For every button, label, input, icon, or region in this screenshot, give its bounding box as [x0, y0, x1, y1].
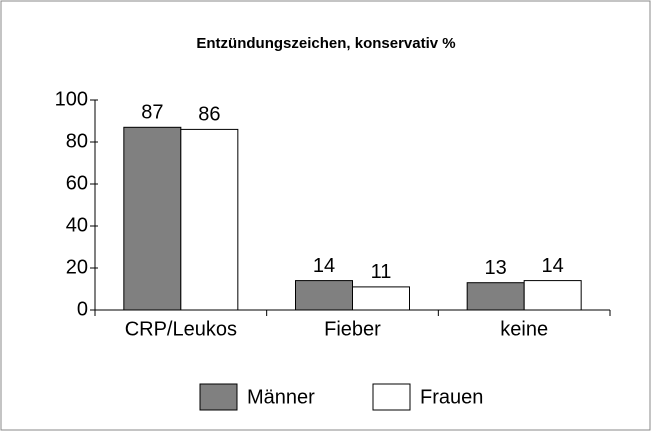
data-label: 14	[542, 255, 564, 277]
bar	[123, 126, 182, 311]
bar	[295, 280, 353, 311]
legend-swatch	[372, 383, 411, 411]
chart-title: Entzündungszeichen, konservativ %	[196, 35, 455, 52]
bar	[466, 282, 525, 311]
y-tick-label: 60	[66, 172, 88, 194]
y-tick-label: 20	[66, 256, 88, 278]
data-label: 86	[198, 104, 220, 126]
data-label: 13	[485, 257, 507, 279]
legend-label: Frauen	[420, 386, 483, 408]
data-label: 14	[313, 255, 335, 277]
data-label: 11	[371, 261, 392, 283]
y-tick-label: 80	[66, 130, 88, 152]
bar	[180, 128, 239, 311]
x-tick-label: CRP/Leukos	[125, 318, 237, 340]
y-tick-label: 40	[66, 214, 88, 236]
y-tick-label: 0	[77, 298, 88, 320]
x-tick-label: keine	[500, 318, 548, 340]
y-tick-label: 100	[55, 88, 88, 110]
bar	[352, 286, 410, 311]
legend-swatch	[199, 383, 238, 411]
legend-label: Männer	[247, 386, 315, 408]
data-label: 87	[141, 102, 163, 124]
bar	[523, 280, 582, 311]
x-tick-label: Fieber	[324, 318, 381, 340]
